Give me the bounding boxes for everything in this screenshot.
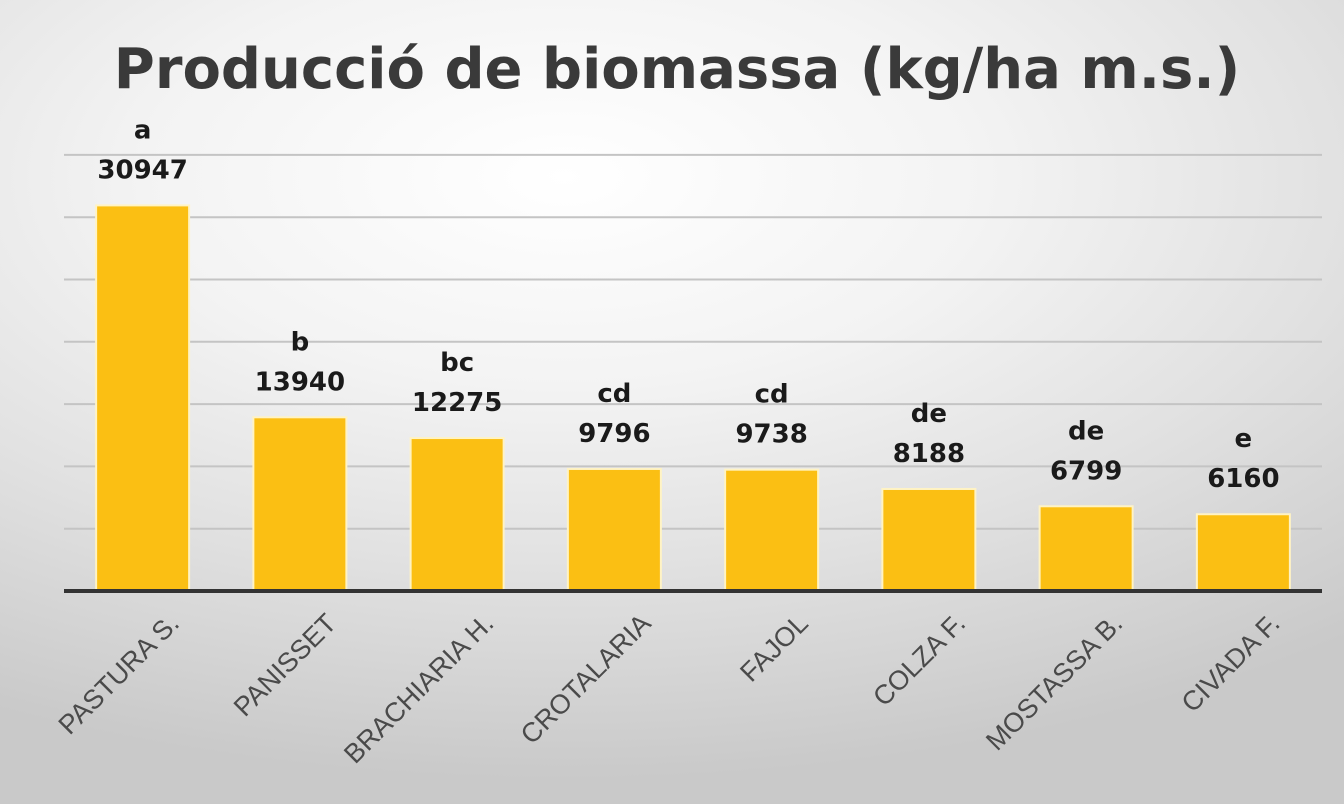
significance-letter-label: cd — [755, 380, 789, 410]
bar-value-label: 9796 — [578, 419, 650, 449]
bar — [1195, 513, 1291, 592]
bar-value-label: 13940 — [255, 367, 345, 397]
category-label: COLZA F. — [867, 608, 971, 712]
significance-letter-label: b — [291, 327, 310, 357]
bar — [252, 416, 348, 592]
bar — [566, 467, 662, 592]
data-labels: 30947 a 13940 b 12275 bc 9796 cd 9738 cd 8188 de 679… — [97, 115, 1279, 494]
significance-letter-label: e — [1235, 424, 1253, 454]
bar — [724, 468, 820, 592]
category-label: PANISSET — [228, 608, 342, 722]
bar — [881, 487, 977, 592]
bar-value-label: 8188 — [893, 439, 965, 469]
significance-letter-label: cd — [597, 379, 631, 409]
bars — [95, 204, 1291, 592]
significance-letter-label: bc — [440, 348, 474, 378]
category-label: PASTURA S. — [53, 608, 185, 740]
bar — [409, 437, 505, 592]
category-label: BRACHIARIA H. — [338, 608, 499, 769]
category-label: CROTALARIA — [515, 608, 657, 750]
bar-value-label: 6799 — [1050, 456, 1122, 486]
bar-value-label: 30947 — [97, 155, 187, 185]
category-label: FAJOL — [734, 608, 814, 688]
bar-value-label: 6160 — [1207, 464, 1279, 494]
bar — [1038, 505, 1134, 592]
significance-letter-label: de — [911, 399, 947, 429]
significance-letter-label: a — [134, 115, 152, 145]
bar — [95, 204, 191, 592]
chart-title: Producció de biomassa (kg/ha m.s.) — [114, 37, 1240, 102]
category-label: CIVADA F. — [1176, 608, 1286, 718]
significance-letter-label: de — [1068, 416, 1104, 446]
bar-value-label: 12275 — [412, 388, 502, 418]
bar-value-label: 9738 — [735, 420, 807, 450]
category-label: MOSTASSA B. — [980, 608, 1128, 756]
